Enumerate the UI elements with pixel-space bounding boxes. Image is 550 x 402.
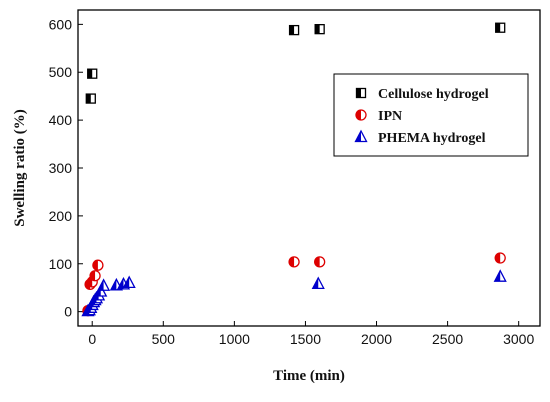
x-tick-label: 1000 — [219, 331, 250, 347]
legend: Cellulose hydrogel IPN PHEMA hydrogel — [333, 73, 529, 157]
x-axis-title: Time (min) — [273, 368, 345, 384]
data-point — [288, 256, 300, 268]
legend-label: IPN — [378, 109, 402, 124]
y-tick-label: 0 — [64, 304, 72, 320]
data-point — [288, 24, 300, 36]
data-point — [122, 275, 136, 289]
y-tick-label: 400 — [49, 112, 73, 128]
x-tick-label: 1500 — [290, 331, 321, 347]
data-point — [85, 93, 96, 104]
legend-label: Cellulose hydrogel — [378, 87, 489, 102]
legend-marker — [354, 129, 368, 143]
data-point — [87, 68, 98, 79]
y-axis: 0 100 200 300 400 500 600 — [49, 16, 83, 320]
legend-marker — [355, 87, 367, 99]
data-point — [314, 256, 326, 268]
y-tick-label: 300 — [49, 160, 73, 176]
y-tick-label: 100 — [49, 256, 73, 272]
data-point — [493, 269, 507, 282]
plot-frame — [77, 9, 541, 327]
x-tick-label: 3000 — [503, 331, 534, 347]
y-tick-label: 500 — [49, 64, 73, 80]
y-axis-title: Swelling ratio (%) — [12, 109, 28, 227]
x-axis: 0 500 1000 1500 2000 2500 3000 — [88, 321, 534, 347]
data-point — [311, 276, 325, 290]
x-tick-label: 2000 — [361, 331, 392, 347]
data-point — [314, 24, 325, 35]
data-points — [81, 22, 507, 317]
data-point — [97, 278, 111, 291]
data-point — [92, 259, 104, 271]
data-point — [495, 22, 506, 33]
y-tick-label: 600 — [49, 16, 73, 32]
x-tick-label: 0 — [88, 331, 96, 347]
legend-label: PHEMA hydrogel — [378, 131, 486, 146]
data-point — [89, 270, 101, 282]
legend-marker — [355, 109, 367, 121]
x-tick-label: 2500 — [432, 331, 463, 347]
data-point — [494, 252, 506, 264]
x-tick-label: 500 — [152, 331, 176, 347]
y-tick-label: 200 — [49, 208, 73, 224]
